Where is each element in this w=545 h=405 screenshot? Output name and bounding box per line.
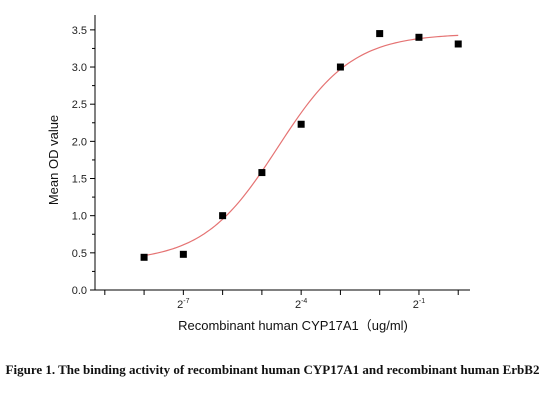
y-tick-label: 1.5 — [72, 174, 87, 186]
y-tick-label: 1.0 — [72, 211, 87, 223]
binding-activity-chart: 0.0 0.5 1.0 1.5 2.0 2.5 3.0 3.5 2-7 2-4 2-1 Recom… — [46, 15, 470, 333]
data-point — [258, 169, 266, 177]
data-point — [336, 63, 344, 71]
y-tick-label: 2.0 — [72, 136, 87, 148]
y-tick-label: 2.5 — [72, 99, 87, 111]
y-tick-label: 3.0 — [72, 62, 87, 74]
data-point — [179, 250, 187, 258]
x-tick-label: 2-4 — [295, 298, 307, 311]
data-point — [415, 33, 423, 41]
y-axis-title: Mean OD value — [46, 115, 61, 205]
x-tick-label: 2-7 — [177, 298, 189, 311]
x-axis-title: Recombinant human CYP17A1（ug/ml) — [178, 318, 408, 333]
y-tick-label: 0.0 — [72, 285, 87, 297]
data-point — [297, 120, 305, 128]
figure-caption: Figure 1. The binding activity of recomb… — [5, 362, 540, 377]
data-point — [376, 30, 384, 38]
data-points — [140, 30, 462, 261]
data-point — [454, 40, 462, 48]
x-tick-label: 2-1 — [413, 298, 425, 311]
y-tick-label: 3.5 — [72, 25, 87, 37]
axes: 0.0 0.5 1.0 1.5 2.0 2.5 3.0 3.5 2-7 2-4 2-1 — [72, 15, 470, 311]
y-axis-ticks: 0.0 0.5 1.0 1.5 2.0 2.5 3.0 3.5 — [72, 25, 95, 297]
data-point — [219, 212, 227, 220]
data-point — [140, 253, 148, 261]
y-tick-label: 0.5 — [72, 248, 87, 260]
fit-curve — [143, 34, 459, 257]
x-axis-ticks: 2-7 2-4 2-1 — [104, 290, 459, 311]
